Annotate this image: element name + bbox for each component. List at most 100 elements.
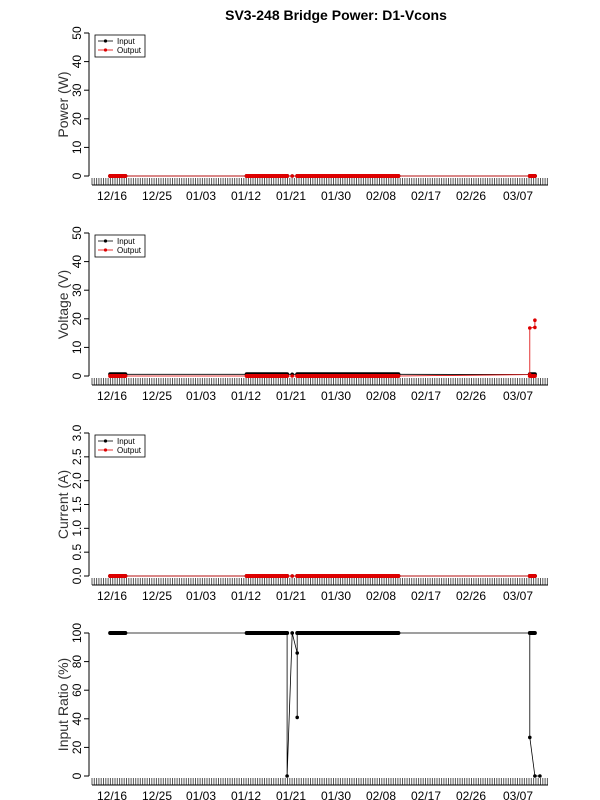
x-tick-label: 02/17 [411, 789, 441, 800]
x-axis-minor-ticks [91, 178, 548, 185]
y-tick-label: 20 [70, 112, 84, 126]
x-tick-label: 12/25 [142, 389, 172, 403]
legend-output-label: Output [117, 246, 142, 255]
x-tick-label: 12/16 [97, 189, 127, 203]
x-tick-label: 02/17 [411, 189, 441, 203]
x-tick-label: 01/12 [231, 189, 261, 203]
y-tick-label: 0.5 [70, 544, 84, 561]
y-tick-label: 0 [70, 172, 84, 179]
data-point [290, 374, 295, 378]
y-tick-label: 50 [70, 226, 84, 240]
x-tick-label: 02/17 [411, 589, 441, 603]
x-tick-label: 12/16 [97, 789, 127, 800]
data-point [538, 774, 542, 778]
y-tick-label: 20 [70, 740, 84, 754]
y-tick-label: 3.0 [70, 424, 84, 441]
data-point [290, 174, 295, 178]
y-tick-label: 10 [70, 340, 84, 354]
x-tick-label: 03/07 [503, 189, 533, 203]
figure-title: SV3-248 Bridge Power: D1-Vcons [225, 7, 447, 23]
y-tick-label: 1.5 [70, 496, 84, 513]
x-tick-label: 03/07 [503, 389, 533, 403]
legend-output-marker [103, 248, 108, 252]
y-tick-label: 2.5 [70, 448, 84, 465]
x-tick-label: 01/30 [321, 389, 351, 403]
y-tick-label: 40 [70, 712, 84, 726]
x-tick-label: 02/26 [456, 589, 486, 603]
x-tick-label: 03/07 [503, 789, 533, 800]
y-tick-label: 0.0 [70, 567, 84, 584]
legend-output-label: Output [117, 446, 142, 455]
y-tick-label: 50 [70, 26, 84, 40]
chart-panel-2: 0 10 20 30 40 50 Voltage (V) 12/16 12/25 01/03 01/… [55, 226, 548, 403]
series-output [108, 318, 537, 378]
x-tick-label: 12/16 [97, 389, 127, 403]
x-tick-label: 01/03 [186, 789, 216, 800]
legend-output-label: Output [117, 46, 142, 55]
y-tick-label: 0 [70, 372, 84, 379]
legend-input-label: Input [117, 237, 136, 246]
y-axis-title: Input Ratio (%) [55, 658, 71, 751]
legend-input-marker [103, 39, 108, 43]
y-tick-label: 30 [70, 83, 84, 97]
y-tick-label: 10 [70, 140, 84, 154]
x-axis-minor-ticks [91, 378, 548, 385]
chart-panel-1: 0 10 20 30 40 50 Power (W) 12/16 12/25 01/03 01/12… [55, 26, 548, 203]
x-tick-label: 01/21 [276, 789, 306, 800]
x-tick-label: 12/25 [142, 189, 172, 203]
y-axis-title: Current (A) [55, 470, 71, 539]
data-point [528, 326, 532, 330]
y-tick-label: 80 [70, 655, 84, 669]
x-tick-label: 01/21 [276, 189, 306, 203]
y-tick-label: 1.0 [70, 520, 84, 537]
legend-output-marker [103, 48, 108, 52]
y-tick-label: 2.0 [70, 472, 84, 489]
y-axis-title: Power (W) [55, 71, 71, 137]
x-axis-minor-ticks [91, 578, 548, 585]
x-tick-label: 01/03 [186, 389, 216, 403]
series-output [108, 174, 537, 178]
data-point [528, 735, 532, 740]
x-tick-label: 01/03 [186, 589, 216, 603]
data-point [295, 651, 300, 655]
x-tick-label: 12/16 [97, 589, 127, 603]
x-tick-label: 02/26 [456, 789, 486, 800]
legend-box [94, 434, 146, 458]
x-tick-label: 01/21 [276, 589, 306, 603]
x-tick-label: 01/30 [321, 789, 351, 800]
y-tick-label: 20 [70, 312, 84, 326]
x-tick-label: 01/12 [231, 589, 261, 603]
y-axis-title: Voltage (V) [55, 270, 71, 339]
x-tick-label: 01/12 [231, 389, 261, 403]
y-tick-label: 40 [70, 55, 84, 69]
x-tick-label: 01/03 [186, 189, 216, 203]
x-tick-label: 02/26 [456, 389, 486, 403]
y-tick-label: 60 [70, 683, 84, 697]
x-tick-label: 02/08 [366, 389, 396, 403]
y-tick-label: 40 [70, 255, 84, 269]
x-tick-label: 01/12 [231, 789, 261, 800]
x-tick-label: 12/25 [142, 789, 172, 800]
chart-panel-4: 0 20 40 60 80 100 Input Ratio (%) 12/16 12/25 01/… [55, 623, 548, 800]
x-tick-label: 03/07 [503, 589, 533, 603]
legend-output-marker [103, 448, 108, 452]
data-point [533, 774, 537, 778]
legend-input-marker [103, 239, 108, 243]
legend-input-label: Input [117, 37, 136, 46]
x-tick-label: 01/30 [321, 589, 351, 603]
data-point [290, 574, 295, 578]
legend-box [94, 34, 146, 58]
series-ratio [108, 631, 542, 778]
x-tick-label: 01/30 [321, 189, 351, 203]
legend-input-label: Input [117, 437, 136, 446]
y-tick-label: 30 [70, 283, 84, 297]
y-tick-label: 0 [70, 772, 84, 779]
series-line [110, 632, 540, 777]
data-point [533, 318, 537, 323]
x-tick-label: 02/17 [411, 389, 441, 403]
x-tick-label: 02/08 [366, 589, 396, 603]
x-tick-label: 02/08 [366, 789, 396, 800]
